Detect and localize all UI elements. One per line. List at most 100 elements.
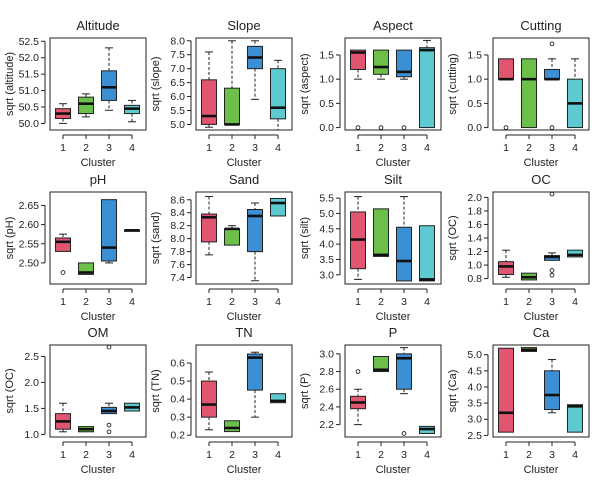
x-tick-label: 3 <box>106 142 112 154</box>
y-tick-label: 4.5 <box>467 365 482 377</box>
y-axis-label: sqrt (silt) <box>299 217 311 259</box>
panel-p: P 2.2 2.4 2.6 2.8 3.0 sqrt (P) 1 2 3 4 Cluster <box>299 325 442 476</box>
y-tick-label: 5.0 <box>170 119 185 131</box>
plot-frame <box>492 37 590 131</box>
box-cluster-2 <box>78 262 94 275</box>
box-cluster-1 <box>498 58 514 130</box>
box-cluster-2 <box>224 40 240 126</box>
y-tick-label: 8.0 <box>170 233 185 245</box>
panel-title: OC <box>531 172 551 187</box>
panel-title: Sand <box>229 172 259 187</box>
box-cluster-4 <box>270 197 286 217</box>
box-cluster-2 <box>224 420 240 433</box>
x-tick-label: 4 <box>572 296 578 308</box>
x-tick-label: 2 <box>83 449 89 461</box>
iqr-box <box>247 353 263 391</box>
box-cluster-1 <box>498 249 514 278</box>
panel-title: pH <box>90 172 107 187</box>
y-tick-label: 50.5 <box>19 102 40 114</box>
panel-title: Ca <box>533 325 550 340</box>
y-tick-label: 6.5 <box>170 77 185 89</box>
y-tick-label: 0.6 <box>170 358 185 370</box>
y-tick-label: 3.5 <box>319 254 334 266</box>
box-cluster-1 <box>201 51 217 128</box>
iqr-box <box>224 87 240 125</box>
y-tick-label: 3.0 <box>319 269 334 281</box>
x-axis: 1 2 3 4 <box>206 288 281 308</box>
x-tick-label: 2 <box>83 296 89 308</box>
box-cluster-4 <box>124 99 140 123</box>
x-tick-label: 4 <box>129 449 135 461</box>
y-axis-label: sqrt (aspect) <box>299 53 311 114</box>
y-tick-label: 52.0 <box>19 52 40 64</box>
y-tick-label: 4.5 <box>319 223 334 235</box>
box-cluster-4 <box>419 39 435 129</box>
x-axis: 1 2 3 4 <box>503 134 578 154</box>
y-axis: 7.47.67.88.08.28.48.6 <box>170 194 192 284</box>
y-tick-label: 1.5 <box>24 403 39 415</box>
y-axis: 0.0 0.5 1.0 1.5 <box>467 49 489 134</box>
y-axis: 2.5 3.0 3.5 4.0 4.5 5.0 <box>467 349 489 442</box>
y-axis-label: sqrt (TN) <box>150 369 162 412</box>
panel-silt: Silt 3.0 3.5 4.0 4.5 5.0 5.5 sqrt (silt) 1 2 3 4 Clu… <box>299 172 442 323</box>
x-tick-label: 3 <box>401 296 407 308</box>
y-tick-label: 8.6 <box>170 194 185 206</box>
outlier-point <box>60 270 66 275</box>
box-cluster-2 <box>521 272 537 281</box>
y-tick-label: 5.5 <box>170 105 185 117</box>
box-cluster-1 <box>201 371 217 431</box>
y-tick-label: 6.0 <box>170 91 185 103</box>
box-cluster-4 <box>419 225 435 282</box>
x-axis-label: Cluster <box>227 311 262 323</box>
box-cluster-2 <box>521 58 537 129</box>
x-tick-label: 2 <box>83 142 89 154</box>
iqr-box <box>350 49 366 70</box>
x-tick-label: 4 <box>275 142 281 154</box>
y-tick-label: 2.65 <box>19 200 40 212</box>
panel-title: Slope <box>227 18 260 33</box>
y-tick-label: 0.8 <box>467 273 482 285</box>
panel-ca: Ca 2.5 3.0 3.5 4.0 4.5 5.0 sqrt (Ca) 1 2 3 4 Cluster <box>447 325 590 476</box>
outlier-point <box>378 125 384 130</box>
iqr-box <box>78 96 94 115</box>
x-axis-label: Cluster <box>376 157 411 169</box>
panel-title: Silt <box>384 172 402 187</box>
y-tick-label: 2.2 <box>319 419 334 431</box>
panel-title: OM <box>88 325 109 340</box>
iqr-box <box>224 420 240 433</box>
panel-slope: Slope 5.0 5.5 6.0 6.5 7.0 7.5 8.0 sqrt (slope) 1 2… <box>150 18 293 169</box>
y-tick-label: 2.6 <box>319 384 334 396</box>
x-tick-label: 2 <box>229 449 235 461</box>
y-tick-label: 5.0 <box>319 208 334 220</box>
x-tick-label: 3 <box>549 449 555 461</box>
y-tick-label: 1.5 <box>467 49 482 61</box>
y-tick-label: 50.0 <box>19 118 40 130</box>
y-tick-label: 1.5 <box>319 49 334 61</box>
plot-frame <box>195 191 293 285</box>
box-cluster-1 <box>55 233 71 275</box>
box-cluster-1 <box>201 196 217 256</box>
x-axis: 1 2 3 4 <box>206 134 281 154</box>
box-cluster-3 <box>544 191 560 278</box>
x-tick-label: 4 <box>129 142 135 154</box>
plot-frame <box>344 344 442 438</box>
y-tick-label: 4.0 <box>319 239 334 251</box>
iqr-box <box>498 58 514 80</box>
iqr-box <box>498 261 514 276</box>
box-cluster-3 <box>101 47 117 111</box>
box-cluster-1 <box>350 49 366 130</box>
x-tick-label: 3 <box>252 142 258 154</box>
plot-frame <box>344 37 442 131</box>
plot-frame <box>195 344 293 438</box>
y-tick-label: 51.0 <box>19 85 40 97</box>
box-cluster-4 <box>124 229 140 232</box>
x-axis: 1 2 3 4 <box>503 288 578 308</box>
box-cluster-3 <box>101 199 117 264</box>
iqr-box <box>224 228 240 246</box>
y-axis-label: sqrt (pH) <box>4 217 16 260</box>
box-cluster-3 <box>396 196 412 282</box>
y-axis: 3.0 3.5 4.0 4.5 5.0 5.5 <box>319 193 341 281</box>
plot-frame <box>49 191 147 285</box>
x-tick-label: 4 <box>275 449 281 461</box>
y-tick-label: 2.5 <box>24 351 39 363</box>
